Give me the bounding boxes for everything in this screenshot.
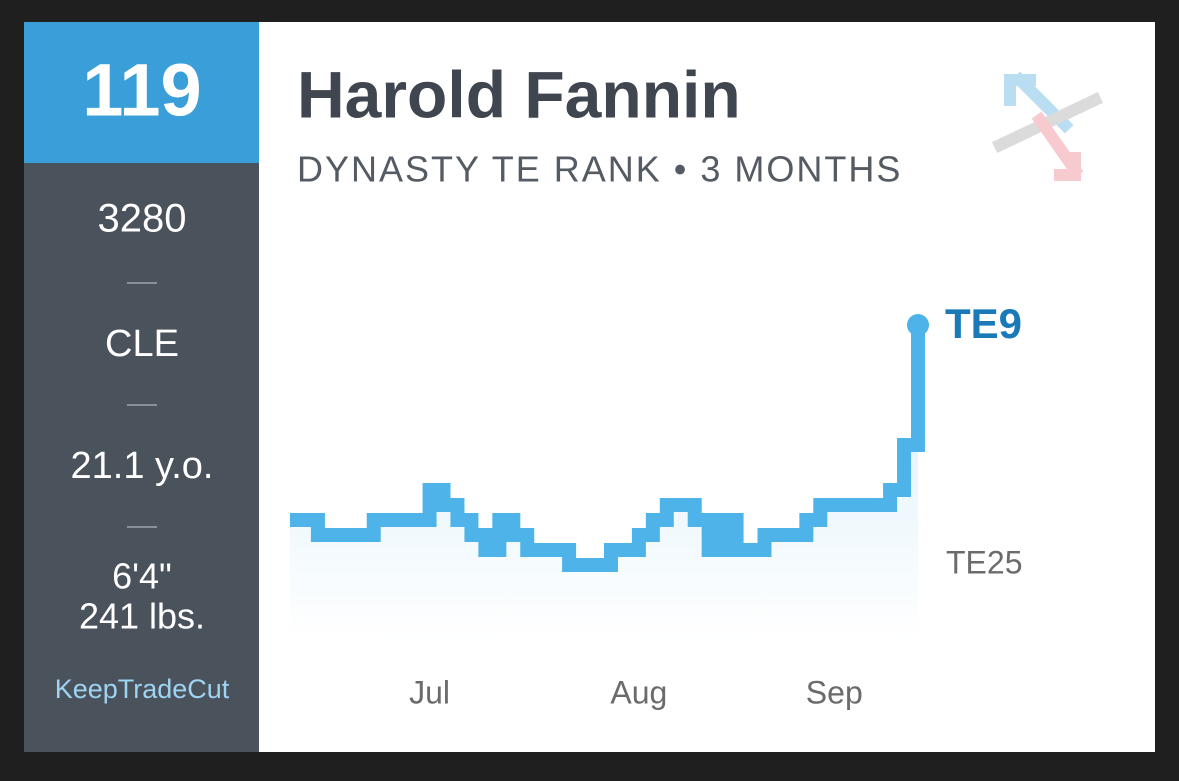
logo (992, 71, 1103, 181)
overall-rank: 119 (82, 49, 201, 132)
x-tick-label: Aug (610, 674, 667, 710)
team: CLE (105, 323, 179, 365)
brand: KeepTradeCut (55, 674, 230, 704)
player-value: 3280 (98, 197, 187, 241)
weight: 241 lbs. (79, 596, 205, 637)
rank-box (24, 22, 259, 163)
x-tick-label: Sep (806, 674, 863, 710)
end-point (907, 314, 929, 336)
chart-title: Harold Fannin (297, 57, 741, 131)
area (290, 325, 918, 640)
height: 6'4" (112, 556, 172, 597)
chart-subtitle: DYNASTY TE RANK • 3 MONTHS (297, 149, 902, 190)
line (290, 325, 925, 572)
y-tick-label: TE25 (946, 544, 1022, 580)
x-tick-label: Jul (409, 674, 450, 710)
age: 21.1 y.o. (71, 445, 214, 487)
value-label: TE9 (945, 300, 1022, 347)
